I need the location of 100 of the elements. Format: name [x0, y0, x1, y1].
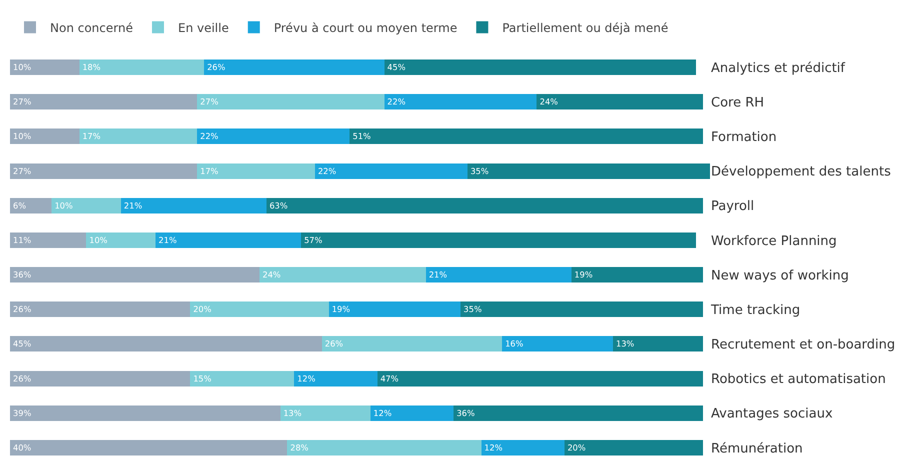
bar	[266, 198, 704, 214]
bar	[190, 370, 294, 386]
y-tick-label: Rémunération	[711, 441, 803, 456]
data-label: 20%	[193, 304, 212, 314]
bar	[370, 405, 454, 421]
data-label: 22%	[200, 131, 219, 142]
bar	[204, 60, 384, 76]
data-label: 24%	[540, 96, 558, 107]
data-label: 57%	[304, 234, 323, 245]
bar	[10, 94, 198, 110]
data-label: 21%	[428, 270, 448, 280]
data-label: 17%	[200, 166, 219, 176]
data-label: 35%	[464, 304, 482, 314]
data-label: 13%	[616, 338, 634, 349]
bar	[120, 198, 266, 214]
legend-label: Prévu à court ou moyen terme	[274, 20, 458, 35]
bar	[86, 232, 156, 248]
bar	[79, 128, 198, 144]
y-tick-label: New ways of working	[711, 268, 849, 284]
data-label: 15%	[193, 373, 212, 384]
data-label: 10%	[13, 62, 32, 72]
data-label: 26%	[13, 373, 32, 384]
y-tick-label: Avantages sociaux	[711, 406, 833, 422]
bar	[79, 60, 204, 76]
data-label: 21%	[158, 234, 177, 245]
data-label: 20%	[567, 442, 586, 452]
y-tick-label: Time tracking	[710, 302, 800, 318]
data-label: 26%	[324, 338, 344, 349]
bar	[460, 302, 704, 318]
bar	[10, 370, 190, 386]
bar	[10, 232, 86, 248]
bar	[10, 440, 288, 456]
y-tick-label: Payroll	[711, 199, 754, 214]
data-label: 22%	[318, 166, 336, 176]
data-label: 27%	[200, 96, 219, 107]
data-label: 51%	[352, 131, 372, 142]
bar	[260, 267, 426, 283]
bar	[10, 128, 80, 144]
y-tick-label: Analytics et prédictif	[711, 60, 846, 76]
bar	[426, 267, 572, 283]
bar	[612, 336, 704, 352]
bar	[280, 405, 370, 421]
bar	[10, 405, 280, 421]
bar	[481, 440, 564, 456]
bar	[314, 163, 468, 179]
data-label: 22%	[387, 96, 406, 107]
bar	[328, 302, 460, 318]
data-label: 21%	[124, 200, 142, 210]
data-label: 16%	[505, 338, 524, 349]
bar	[564, 440, 704, 456]
bar	[190, 302, 329, 318]
data-label: 47%	[380, 373, 399, 384]
bar	[10, 60, 80, 76]
data-label: 10%	[89, 234, 108, 245]
bar	[10, 163, 198, 179]
data-label: 19%	[332, 304, 350, 314]
bar	[502, 336, 613, 352]
bar	[10, 302, 190, 318]
bar	[294, 370, 378, 386]
data-label: 36%	[13, 270, 32, 280]
y-tick-label: Robotics et automatisation	[711, 372, 886, 388]
legend-label: Non concerné	[50, 20, 133, 35]
y-tick-label: Recrutement et on-boarding	[711, 338, 896, 353]
y-tick-label: Workforce Planning	[711, 234, 837, 249]
bar	[10, 336, 322, 352]
data-label: 17%	[82, 131, 101, 142]
bar	[454, 405, 704, 421]
data-label: 45%	[13, 338, 32, 349]
y-tick-label: Développement des talents	[711, 164, 892, 180]
data-label: 28%	[290, 442, 309, 452]
data-label: 27%	[13, 96, 32, 107]
data-label: 18%	[82, 62, 101, 72]
bar	[467, 163, 710, 179]
data-label: 10%	[54, 200, 74, 210]
data-label: 27%	[13, 166, 32, 176]
data-label: 45%	[387, 62, 406, 72]
y-tick-label: Core RH	[711, 95, 764, 110]
bar	[197, 128, 350, 144]
data-label: 13%	[283, 408, 302, 418]
bar	[384, 94, 537, 110]
data-label: 12%	[297, 373, 316, 384]
bar	[322, 336, 502, 352]
data-label: 19%	[574, 270, 593, 280]
data-label: 10%	[13, 131, 32, 142]
legend-label: En veille	[178, 20, 229, 35]
bar	[10, 267, 260, 283]
bar	[384, 60, 696, 76]
bar	[301, 232, 696, 248]
bar	[287, 440, 482, 456]
data-label: 63%	[269, 200, 288, 210]
data-label: 12%	[373, 408, 392, 418]
bar	[197, 163, 315, 179]
data-label: 26%	[13, 304, 32, 314]
bar	[536, 94, 704, 110]
bar	[350, 128, 704, 144]
bar	[156, 232, 302, 248]
bar	[52, 198, 121, 214]
y-tick-label: Formation	[711, 130, 777, 146]
data-label: 26%	[207, 62, 226, 72]
bar	[571, 267, 704, 283]
